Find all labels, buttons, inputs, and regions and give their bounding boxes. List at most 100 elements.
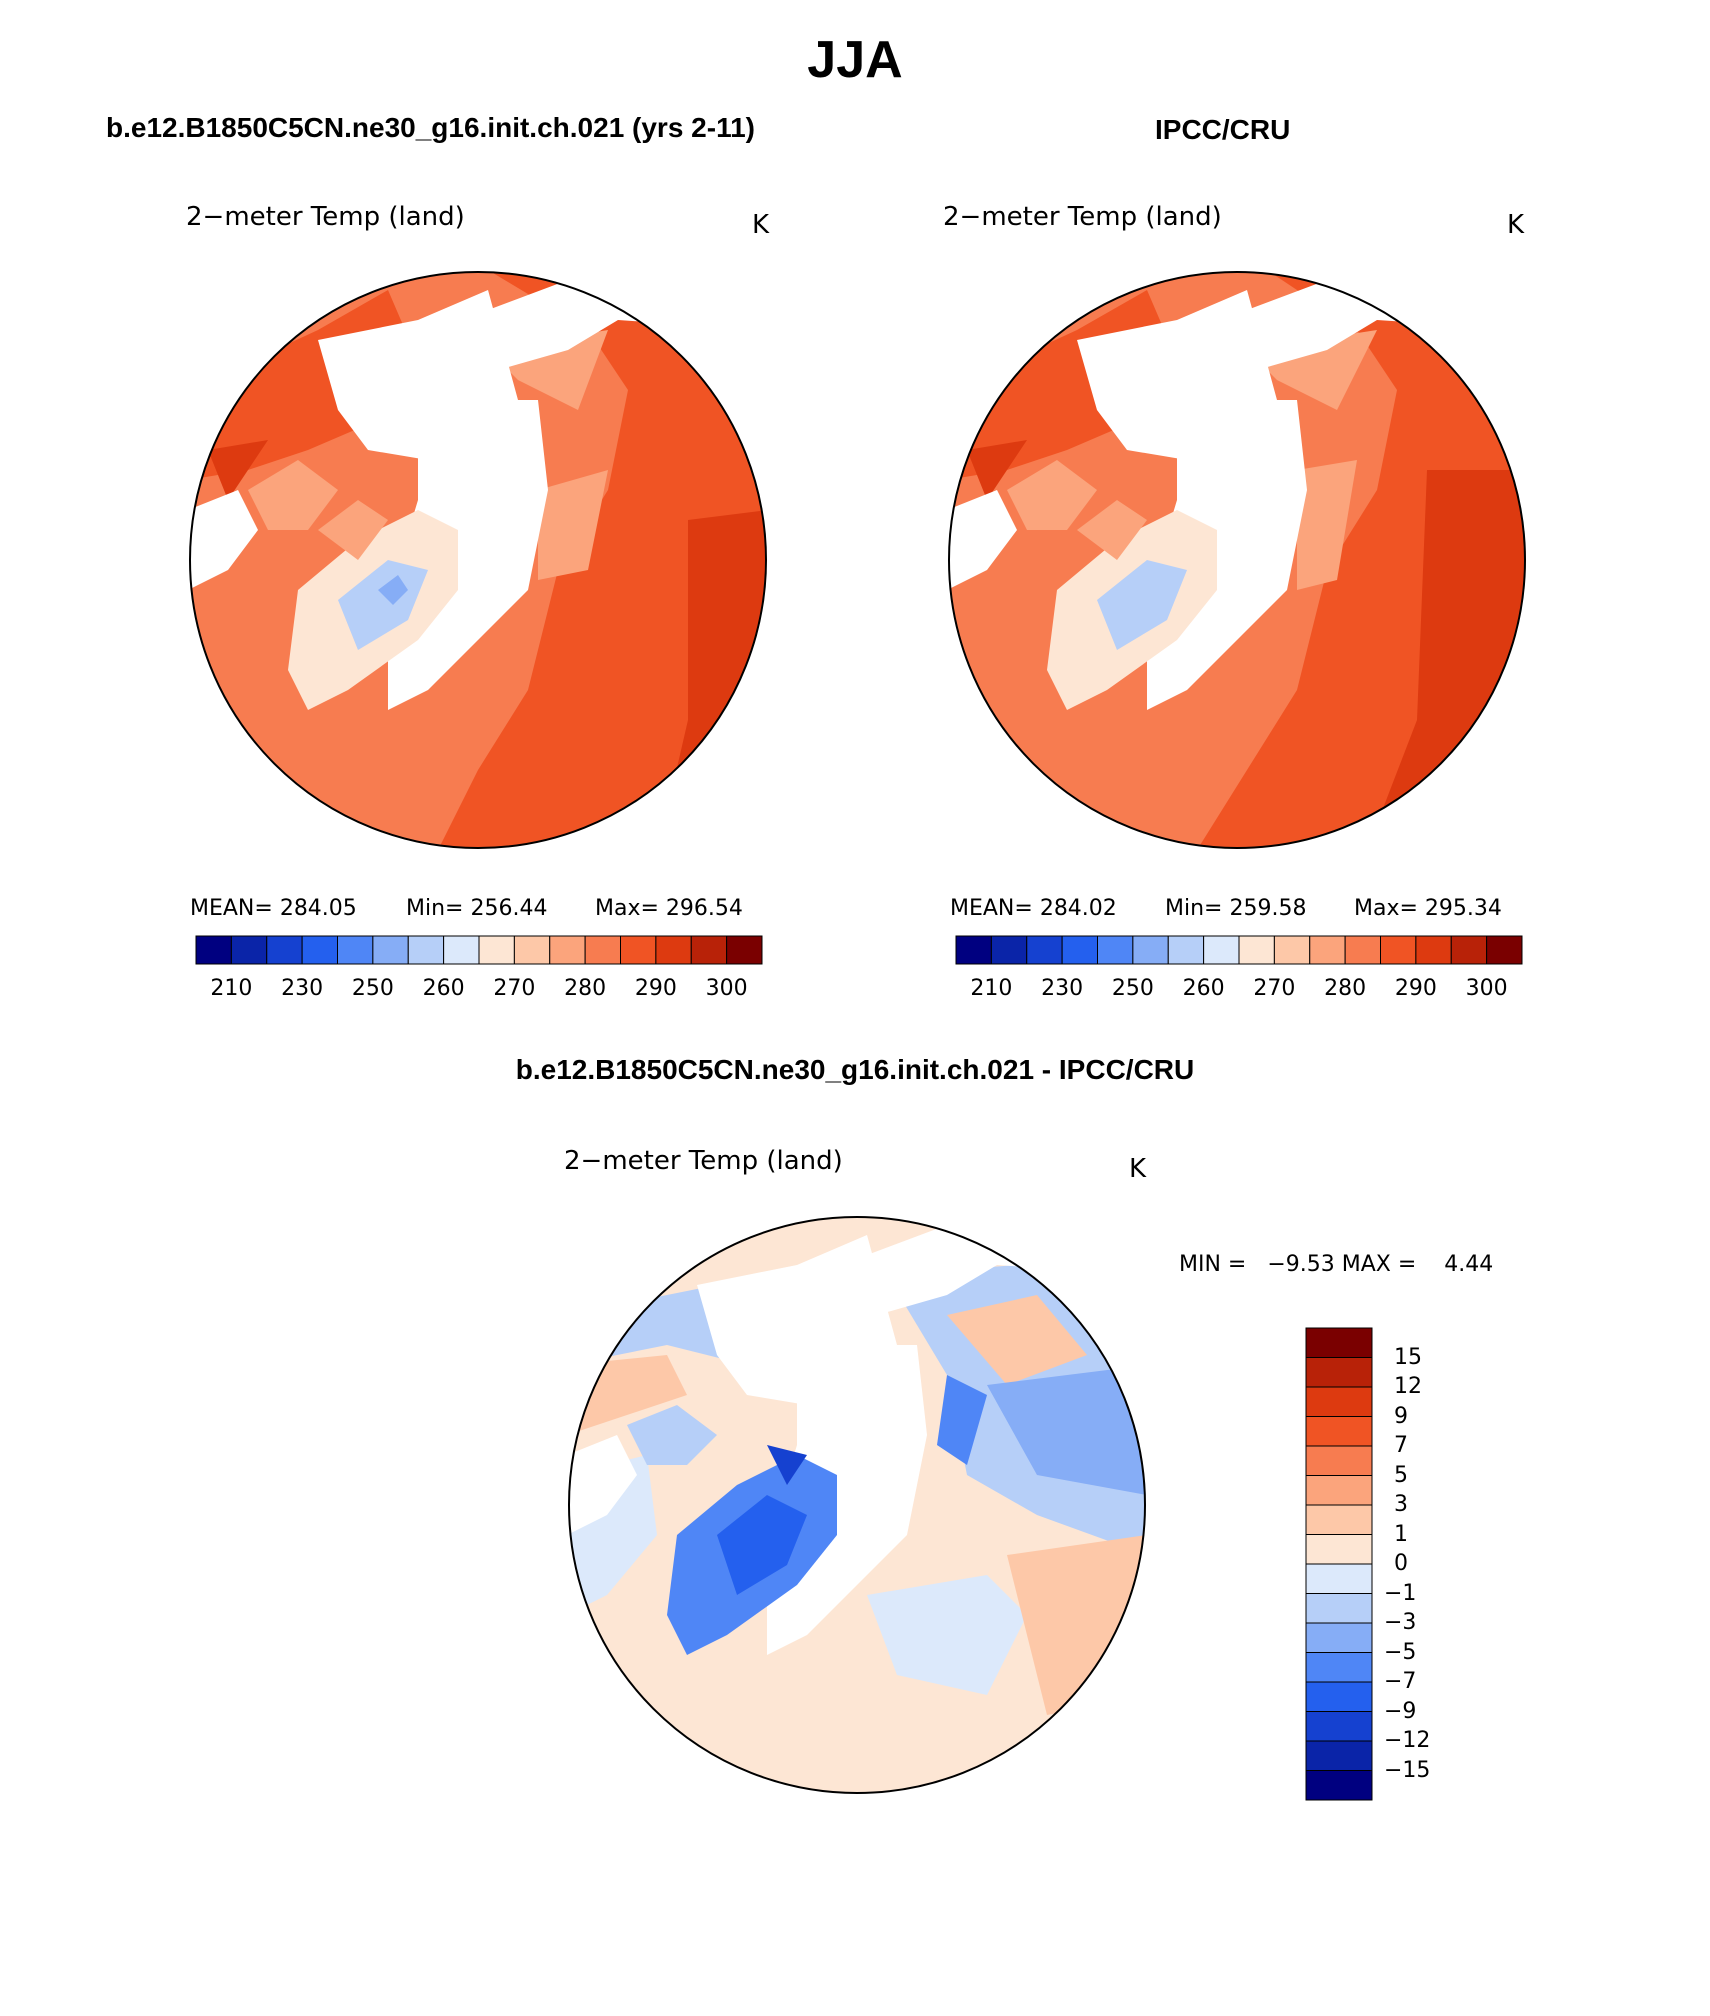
colorbar-tick-label: 250 (351, 976, 394, 1001)
colorbar-panel-1 (195, 935, 763, 965)
colorbar-swatch (1309, 935, 1346, 965)
colorbar-tick-label: 210 (970, 976, 1013, 1001)
colorbar-swatch (1026, 935, 1063, 965)
colorbar-tick-label: 15 (1394, 1344, 1422, 1370)
panel-2-variable-label: 2−meter Temp (land) (943, 202, 1222, 232)
panel-2-header: IPCC/CRU (1155, 114, 1291, 145)
colorbar-swatch (1486, 935, 1523, 965)
colorbar-swatch (1305, 1445, 1373, 1476)
colorbar-panel-1-labels: 210 230 250 260 270 280 290 300 (196, 976, 762, 1006)
panel-3-units-label: K (1129, 1154, 1147, 1184)
colorbar-swatch (1415, 935, 1452, 965)
colorbar-swatch (407, 935, 445, 965)
colorbar-tick-label: 270 (493, 976, 536, 1001)
colorbar-swatch (1238, 935, 1275, 965)
colorbar-swatch (1305, 1357, 1373, 1388)
colorbar-tick-label: 290 (634, 976, 677, 1001)
colorbar-swatch (337, 935, 374, 965)
colorbar-panel-2-labels: 210 230 250 260 270 280 290 300 (956, 976, 1522, 1006)
colorbar-swatch (1132, 935, 1169, 965)
panel-2-max: Max= 295.34 (1354, 896, 1502, 921)
colorbar-swatch (1305, 1593, 1373, 1624)
colorbar-swatch (443, 935, 480, 965)
panel-1-mean: MEAN= 284.05 (190, 896, 357, 921)
panel-3-header: b.e12.B1850C5CN.ne30_g16.init.ch.021 - I… (515, 1054, 1195, 1085)
colorbar-tick-label: −1 (1384, 1580, 1417, 1606)
colorbar-swatch (1305, 1770, 1373, 1801)
colorbar-difference (1305, 1327, 1373, 1801)
colorbar-swatch (513, 935, 551, 965)
colorbar-swatch (1305, 1563, 1373, 1594)
colorbar-tick-label: 5 (1394, 1462, 1408, 1488)
colorbar-swatch (1305, 1386, 1373, 1417)
colorbar-swatch (1305, 1504, 1373, 1535)
colorbar-difference-labels: 15 12 9 7 5 3 1 0 −1 −3 −5 −7 −9 −12 −15 (1384, 1328, 1464, 1800)
colorbar-tick-label: −15 (1384, 1757, 1431, 1783)
colorbar-tick-label: −9 (1384, 1698, 1417, 1724)
colorbar-swatch (1305, 1681, 1373, 1712)
colorbar-tick-label: 290 (1394, 976, 1437, 1001)
colorbar-swatch (990, 935, 1028, 965)
colorbar-swatch (655, 935, 692, 965)
colorbar-tick-label: −3 (1384, 1610, 1417, 1635)
colorbar-tick-label: 260 (422, 976, 465, 1001)
colorbar-tick-label: 300 (705, 976, 748, 1001)
colorbar-swatch (584, 935, 621, 965)
colorbar-swatch (620, 935, 657, 965)
colorbar-swatch (1305, 1416, 1373, 1447)
colorbar-swatch (372, 935, 409, 965)
panel-2-mean: MEAN= 284.02 (950, 896, 1117, 921)
panel-1-units-label: K (752, 210, 770, 240)
colorbar-swatch (1305, 1534, 1373, 1565)
colorbar-tick-label: −5 (1384, 1639, 1417, 1665)
colorbar-swatch (195, 935, 232, 965)
colorbar-tick-label: 300 (1465, 976, 1508, 1001)
page-title: JJA (807, 31, 903, 89)
colorbar-tick-label: 7 (1394, 1433, 1408, 1458)
panel-1-max: Max= 296.54 (595, 896, 743, 921)
colorbar-swatch (266, 935, 303, 965)
map-temperature-difference (568, 1216, 1146, 1794)
colorbar-tick-label: 3 (1394, 1492, 1408, 1517)
colorbar-swatch (1097, 935, 1134, 965)
panel-3-minmax: MIN = −9.53 MAX = 4.44 (1179, 1252, 1494, 1277)
colorbar-tick-label: 12 (1394, 1374, 1422, 1399)
colorbar-panel-2 (955, 935, 1523, 965)
colorbar-swatch (690, 935, 728, 965)
colorbar-swatch (1305, 1711, 1373, 1742)
colorbar-tick-label: 210 (210, 976, 253, 1001)
colorbar-swatch (1167, 935, 1205, 965)
colorbar-tick-label: 260 (1182, 976, 1225, 1001)
colorbar-tick-label: −12 (1384, 1728, 1431, 1753)
colorbar-tick-label: 230 (1041, 976, 1084, 1001)
colorbar-swatch (549, 935, 586, 965)
map-model-temperature (189, 271, 767, 849)
colorbar-tick-label: 0 (1394, 1551, 1408, 1576)
panel-2-min: Min= 259.58 (1165, 896, 1307, 921)
colorbar-swatch (1305, 1740, 1373, 1771)
colorbar-swatch (301, 935, 338, 965)
colorbar-tick-label: 250 (1111, 976, 1154, 1001)
colorbar-swatch (1380, 935, 1417, 965)
colorbar-swatch (1305, 1327, 1373, 1358)
colorbar-swatch (1273, 935, 1311, 965)
panel-1-min: Min= 256.44 (406, 896, 548, 921)
colorbar-swatch (230, 935, 268, 965)
colorbar-tick-label: 230 (281, 976, 324, 1001)
panel-2-units-label: K (1507, 210, 1525, 240)
colorbar-swatch (1305, 1652, 1373, 1683)
colorbar-swatch (1061, 935, 1098, 965)
colorbar-tick-label: 280 (1324, 976, 1367, 1001)
colorbar-tick-label: 9 (1394, 1403, 1408, 1429)
colorbar-tick-label: 270 (1253, 976, 1296, 1001)
colorbar-tick-label: 1 (1394, 1521, 1408, 1547)
colorbar-swatch (1203, 935, 1240, 965)
panel-1-variable-label: 2−meter Temp (land) (186, 202, 465, 232)
map-observed-temperature (948, 271, 1526, 849)
colorbar-swatch (1305, 1475, 1373, 1506)
colorbar-swatch (955, 935, 992, 965)
colorbar-swatch (1450, 935, 1488, 965)
colorbar-swatch (1305, 1622, 1373, 1653)
colorbar-tick-label: 280 (564, 976, 607, 1001)
colorbar-swatch (478, 935, 515, 965)
